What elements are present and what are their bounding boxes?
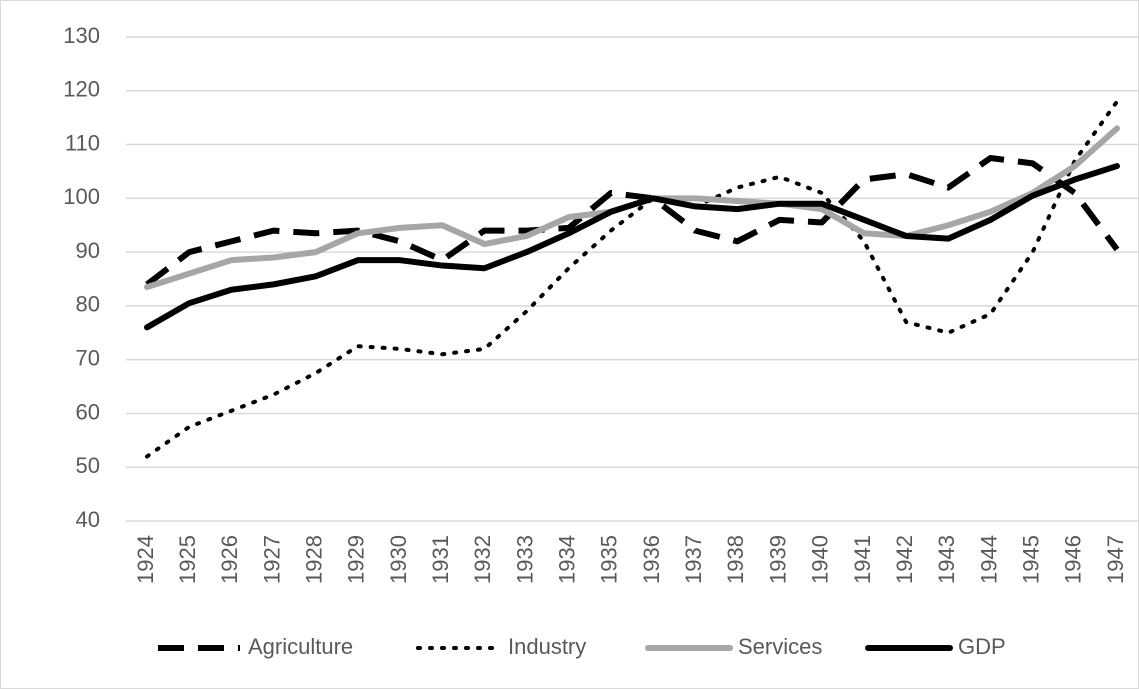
x-tick-label: 1945 bbox=[1018, 535, 1043, 584]
x-tick-label: 1944 bbox=[976, 535, 1001, 584]
x-tick-label: 1929 bbox=[344, 535, 369, 584]
x-tick-label: 1938 bbox=[723, 535, 748, 584]
legend-label: GDP bbox=[958, 634, 1006, 659]
y-tick-label: 90 bbox=[76, 238, 100, 263]
x-tick-label: 1933 bbox=[512, 535, 537, 584]
x-tick-label: 1934 bbox=[555, 535, 580, 584]
x-tick-label: 1926 bbox=[217, 535, 242, 584]
y-tick-label: 110 bbox=[65, 130, 100, 155]
y-tick-label: 100 bbox=[63, 184, 100, 209]
x-tick-label: 1927 bbox=[259, 535, 284, 584]
x-tick-label: 1940 bbox=[808, 535, 833, 584]
x-tick-label: 1946 bbox=[1061, 535, 1086, 584]
y-tick-label: 60 bbox=[76, 399, 100, 424]
x-tick-label: 1937 bbox=[681, 535, 706, 584]
y-tick-label: 130 bbox=[63, 23, 100, 48]
y-tick-label: 40 bbox=[76, 507, 100, 532]
x-tick-label: 1932 bbox=[470, 535, 495, 584]
x-tick-label: 1935 bbox=[597, 535, 622, 584]
legend-label: Agriculture bbox=[248, 634, 353, 659]
x-tick-label: 1924 bbox=[133, 535, 158, 584]
x-tick-label: 1930 bbox=[386, 535, 411, 584]
x-tick-label: 1942 bbox=[892, 535, 917, 584]
x-tick-label: 1941 bbox=[850, 535, 875, 584]
legend-label: Services bbox=[738, 634, 822, 659]
y-tick-label: 70 bbox=[76, 345, 100, 370]
legend-label: Industry bbox=[508, 634, 586, 659]
y-tick-label: 120 bbox=[63, 77, 100, 102]
x-tick-label: 1936 bbox=[639, 535, 664, 584]
y-tick-label: 80 bbox=[76, 292, 100, 317]
series-line bbox=[145, 155, 1120, 287]
series-line bbox=[145, 99, 1119, 459]
series-line bbox=[144, 163, 1120, 331]
x-tick-label: 1943 bbox=[934, 535, 959, 584]
x-tick-label: 1931 bbox=[428, 535, 453, 584]
y-tick-label: 50 bbox=[76, 453, 100, 478]
x-tick-label: 1925 bbox=[175, 535, 200, 584]
x-tick-label: 1947 bbox=[1103, 535, 1128, 584]
x-tick-label: 1928 bbox=[302, 535, 327, 584]
x-tick-label: 1939 bbox=[765, 535, 790, 584]
